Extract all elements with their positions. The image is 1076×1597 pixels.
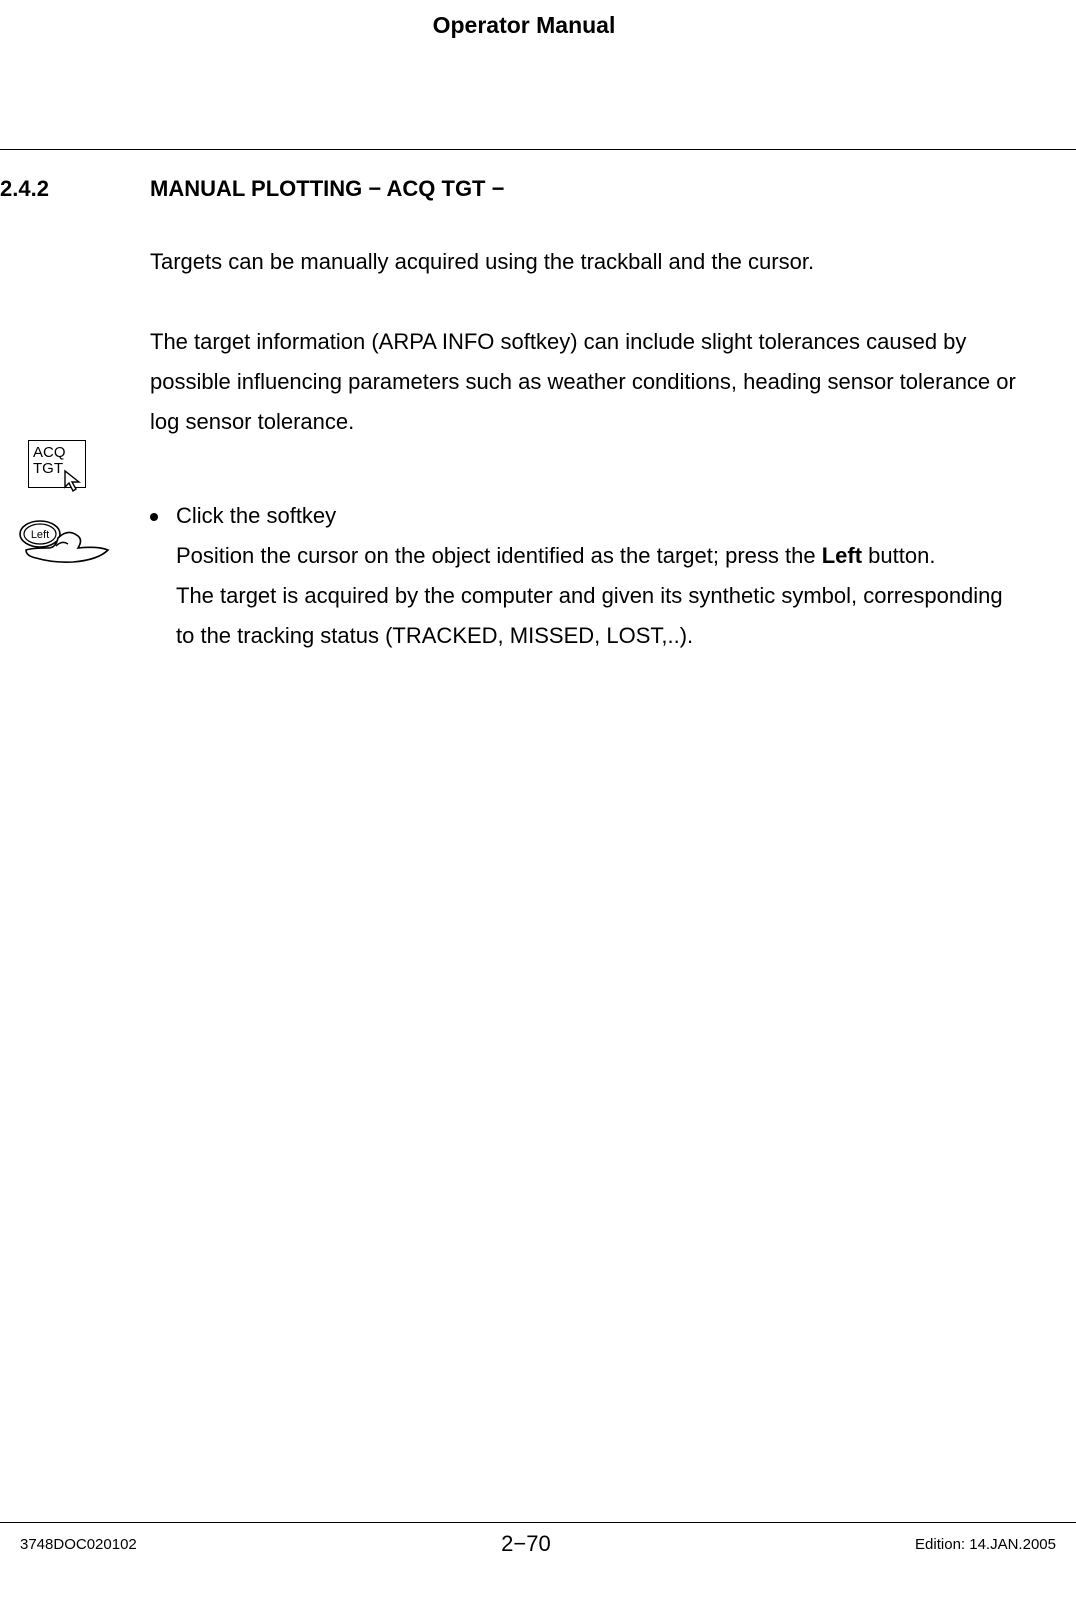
footer: 3748DOC020102 2−70 Edition: 14.JAN.2005 xyxy=(0,1522,1076,1557)
rule-top xyxy=(0,149,1076,150)
bullet-item: Click the softkey Position the cursor on… xyxy=(150,496,1048,656)
bullet-body: Click the softkey Position the cursor on… xyxy=(176,496,1026,656)
softkey-line1: ACQ xyxy=(33,445,81,461)
bullet-line2-bold: Left xyxy=(822,543,862,568)
footer-row: 3748DOC020102 2−70 Edition: 14.JAN.2005 xyxy=(0,1531,1076,1557)
bullet-line2a: Position the cursor on the object identi… xyxy=(176,543,822,568)
rule-bottom xyxy=(0,1522,1076,1523)
bullet-marker xyxy=(150,496,176,656)
margin-icons: ACQ TGT Left xyxy=(10,440,130,578)
page: Operator Manual 2.4.2 MANUAL PLOTTING − … xyxy=(0,0,1076,1597)
header-title: Operator Manual xyxy=(0,12,1048,39)
bullet-line2b: button. xyxy=(862,543,935,568)
body-column: Targets can be manually acquired using t… xyxy=(150,242,1030,442)
bullet-line3: The target is acquired by the computer a… xyxy=(176,583,1003,648)
section-number: 2.4.2 xyxy=(0,176,150,202)
section-title: MANUAL PLOTTING − ACQ TGT − xyxy=(150,176,504,202)
section-heading-row: 2.4.2 MANUAL PLOTTING − ACQ TGT − xyxy=(0,176,1048,202)
footer-edition: Edition: 14.JAN.2005 xyxy=(915,1536,1056,1553)
bullet-lead: Click the softkey xyxy=(176,503,336,528)
softkey-acq-tgt: ACQ TGT xyxy=(28,440,86,488)
hand-left-click-icon: Left xyxy=(18,518,113,573)
cursor-arrow-icon xyxy=(63,469,89,495)
paragraph-1: Targets can be manually acquired using t… xyxy=(150,242,1030,282)
paragraph-2: The target information (ARPA INFO softke… xyxy=(150,322,1030,442)
mouse-left-label: Left xyxy=(31,529,49,541)
footer-page-number: 2−70 xyxy=(501,1531,551,1557)
footer-doc-id: 3748DOC020102 xyxy=(20,1536,137,1553)
